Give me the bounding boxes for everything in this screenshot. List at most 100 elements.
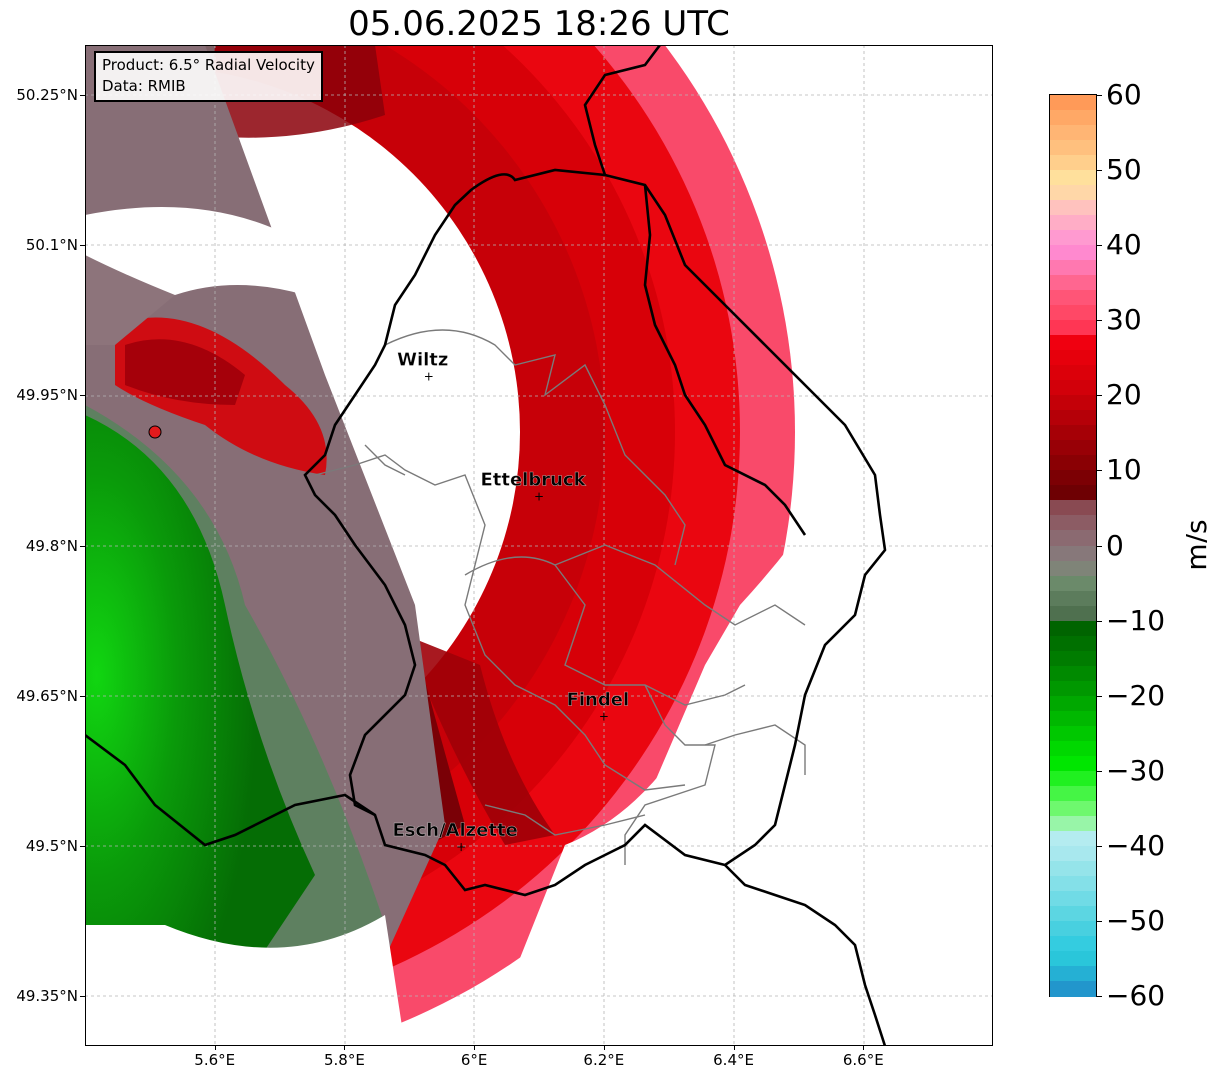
colorbar-tick-label: 50 <box>1106 153 1142 187</box>
colorbar-step <box>1050 920 1096 937</box>
colorbar-step <box>1050 395 1096 411</box>
colorbar-tick-label: 10 <box>1106 453 1142 487</box>
colorbar-step <box>1050 425 1096 441</box>
colorbar-tick-mark <box>1096 395 1102 397</box>
x-tick-mark <box>863 1045 865 1050</box>
x-tick-label: 5.6°E <box>194 1051 236 1069</box>
x-tick-label: 5.8°E <box>324 1051 365 1069</box>
colorbar-tick-label: −30 <box>1106 753 1166 787</box>
city-marker: + <box>424 369 434 383</box>
colorbar-step <box>1050 140 1096 156</box>
colorbar-step <box>1050 680 1096 697</box>
colorbar-tick-mark <box>1096 620 1102 622</box>
colorbar <box>1049 94 1097 997</box>
colorbar-step <box>1050 605 1096 622</box>
colorbar-step <box>1050 875 1096 892</box>
colorbar-step <box>1050 545 1096 562</box>
colorbar-step <box>1050 830 1096 847</box>
colorbar-step <box>1050 230 1096 246</box>
y-tick-mark <box>80 545 85 547</box>
colorbar-step <box>1050 710 1096 727</box>
colorbar-tick-label: 40 <box>1106 228 1142 262</box>
colorbar-tick-label: 60 <box>1106 78 1142 111</box>
colorbar-step <box>1050 815 1096 832</box>
colorbar-step <box>1050 590 1096 607</box>
colorbar-step <box>1050 185 1096 201</box>
y-tick-mark <box>80 695 85 697</box>
y-tick-label: 50.1°N <box>25 236 78 255</box>
data-source-label: Data: RMIB <box>102 77 186 95</box>
colorbar-tick-label: 0 <box>1106 528 1124 562</box>
city-marker: + <box>456 840 466 854</box>
colorbar-step <box>1050 440 1096 456</box>
colorbar-step <box>1050 695 1096 712</box>
radar-site-marker <box>148 425 162 439</box>
colorbar-step <box>1050 455 1096 471</box>
colorbar-step <box>1050 770 1096 787</box>
colorbar-step <box>1050 560 1096 577</box>
colorbar-tick-mark <box>1096 770 1102 772</box>
info-box: Product: 6.5° Radial Velocity Data: RMIB <box>94 51 323 102</box>
y-tick-label: 49.35°N <box>16 986 78 1005</box>
colorbar-step <box>1050 800 1096 817</box>
y-tick-label: 49.5°N <box>25 836 78 855</box>
national-borders <box>85 45 887 1046</box>
colorbar-tick-mark <box>1096 170 1102 172</box>
colorbar-step <box>1050 170 1096 186</box>
city-label-ettelbruck: Ettelbruck <box>480 469 586 490</box>
colorbar-step <box>1050 665 1096 682</box>
colorbar-step <box>1050 935 1096 952</box>
x-tick-mark <box>474 1045 476 1050</box>
colorbar-tick-mark <box>1096 920 1102 922</box>
y-tick-mark <box>80 845 85 847</box>
x-tick-mark <box>603 1045 605 1050</box>
colorbar-tick-mark <box>1096 996 1102 997</box>
x-tick-label: 6°E <box>460 1051 488 1069</box>
colorbar-unit: m/s <box>1180 519 1207 571</box>
colorbar-step <box>1050 95 1096 111</box>
city-marker: + <box>534 489 544 503</box>
y-tick-label: 50.25°N <box>16 86 78 105</box>
colorbar-tick-mark <box>1096 695 1102 697</box>
colorbar-step <box>1050 485 1096 502</box>
city-marker: + <box>599 710 609 724</box>
canton-borders <box>314 329 806 865</box>
x-tick-mark <box>733 1045 735 1050</box>
colorbar-tick-label: −60 <box>1106 979 1166 1012</box>
colorbar-step <box>1050 275 1096 291</box>
colorbar-step <box>1050 470 1096 487</box>
colorbar-step <box>1050 515 1096 532</box>
y-tick-label: 49.65°N <box>16 686 78 705</box>
colorbar-step <box>1050 290 1096 306</box>
colorbar-step <box>1050 740 1096 757</box>
colorbar-step <box>1050 365 1096 381</box>
colorbar-step <box>1050 635 1096 652</box>
colorbar-step <box>1050 785 1096 802</box>
colorbar-step <box>1050 980 1096 997</box>
colorbar-tick-mark <box>1096 245 1102 247</box>
radar-map-canvas: +Wiltz+Ettelbruck+Findel+Esch/Alzette <box>85 45 993 1046</box>
colorbar-tick-mark <box>1096 95 1102 96</box>
colorbar-step <box>1050 575 1096 592</box>
colorbar-tick-label: −50 <box>1106 903 1166 937</box>
x-tick-label: 6.4°E <box>713 1051 754 1069</box>
colorbar-tick-mark <box>1096 845 1102 847</box>
colorbar-step <box>1050 110 1096 126</box>
y-tick-mark <box>80 95 85 97</box>
colorbar-step <box>1050 500 1096 517</box>
colorbar-step <box>1050 335 1096 351</box>
y-tick-label: 49.95°N <box>16 386 78 405</box>
y-tick-mark <box>80 245 85 247</box>
city-label-findel: Findel <box>567 690 630 711</box>
radar-map[interactable]: + Wiltz + Ettelbruck + Findel + Esch/Alzette <box>85 45 993 1046</box>
colorbar-step <box>1050 860 1096 877</box>
x-tick-label: 6.6°E <box>842 1051 884 1069</box>
colorbar-step <box>1050 155 1096 171</box>
product-label: Product: 6.5° Radial Velocity <box>102 56 315 74</box>
colorbar-step <box>1050 965 1096 982</box>
colorbar-step <box>1050 755 1096 772</box>
colorbar-step <box>1050 890 1096 907</box>
colorbar-step <box>1050 245 1096 261</box>
colorbar-step <box>1050 905 1096 922</box>
colorbar-step <box>1050 125 1096 141</box>
